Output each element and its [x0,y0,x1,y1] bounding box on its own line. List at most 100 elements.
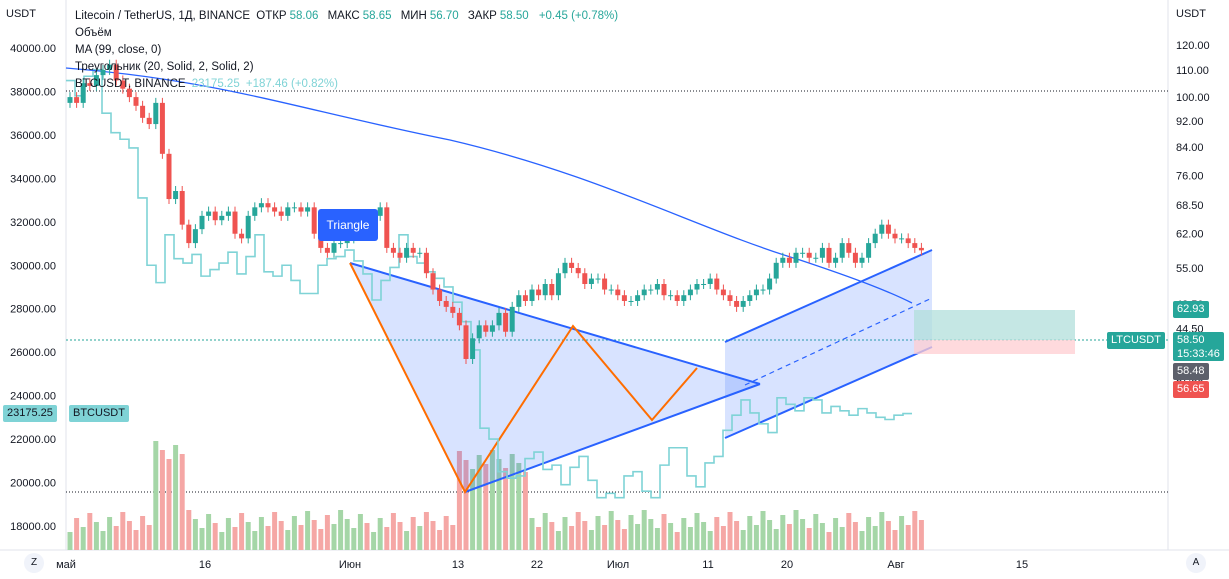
legend-main-series[interactable]: Litecoin / TetherUS, 1Д, BINANCE ОТКР 58.… [75,8,621,25]
candle-body [555,273,561,296]
volume-bar [258,517,264,550]
candle-body [476,325,482,339]
volume-bar [569,526,575,550]
candle-body [100,69,106,76]
volume-bar [371,532,377,550]
auto-scale-left-button[interactable]: Z [24,553,44,573]
candle-body [549,283,555,296]
candle-body [885,224,891,234]
candle-body [516,295,522,307]
volume-bar [602,525,608,550]
volume-bar [285,530,291,550]
volume-bar [522,472,528,550]
left-y-tick-label: 18000.00 [10,521,56,533]
volume-bar [773,529,779,550]
volume-bar [397,522,403,550]
legend-volume[interactable]: Объём [75,27,112,39]
ltc-price-badge: 58.50 15:33:46 [1173,332,1224,361]
volume-bar [701,522,707,550]
candle-body [800,252,806,254]
candle-body [166,153,172,200]
candle-body [417,252,423,254]
volume-bar [423,512,429,550]
volume-bar [800,519,806,550]
volume-bar [549,522,555,550]
volume-bar [443,516,449,550]
candle-body [87,83,93,86]
legend-change: +0.45 (+0.78%) [538,10,619,22]
candle-body [397,252,403,258]
candle-body [569,262,575,268]
volume-bar [272,512,278,550]
volume-bar [80,527,86,550]
volume-bar [747,516,753,550]
ltc-name-badge: LTCUSDT [1107,332,1165,349]
candle-body [582,273,588,284]
candle-body [146,117,152,125]
volume-bar [635,524,641,550]
x-tick-label: май [56,559,76,571]
candle-body [377,207,383,216]
left-axis-unit: USDT [6,8,36,20]
candle-body [707,278,713,284]
legend-ma[interactable]: MA (99, close, 0) [75,44,162,56]
right-y-tick-label: 100.00 [1176,92,1210,104]
legend-btc[interactable]: BTCUSDT, BINANCE 23175.25 +187.46 (+0.82… [75,76,621,93]
legend-open-label: ОТКР [256,10,287,22]
candle-body [410,247,416,253]
candle-body [918,247,924,251]
candle-body [206,211,212,216]
left-y-tick-label: 24000.00 [10,391,56,403]
volume-bar [793,510,799,550]
volume-bar [463,460,469,550]
ltc-price-value: 58.50 [1177,334,1205,346]
candle-body [133,97,139,106]
volume-bar [866,517,872,550]
legend-triangle[interactable]: Треугольник (20, Solid, 2, Solid, 2) [75,61,254,73]
candle-body [668,295,674,297]
volume-bar [344,519,350,550]
volume-bar [140,516,146,550]
left-y-tick-label: 22000.00 [10,434,56,446]
volume-bar [780,515,786,550]
volume-bar [291,516,297,550]
candle-body [641,289,647,296]
channel-mid-line [744,297,933,386]
candle-body [483,325,489,332]
candle-body [588,278,594,284]
left-y-tick-label: 20000.00 [10,478,56,490]
candle-body [701,283,707,285]
volume-bar [87,513,93,550]
legend-high-value: 58.65 [362,10,392,22]
auto-scale-right-button[interactable]: A [1186,553,1206,573]
volume-bar [595,516,601,550]
volume-bar [905,525,911,550]
btc-line-group [66,68,912,499]
right-y-tick-label: 120.00 [1176,40,1210,52]
volume-bar [813,514,819,550]
candle-body [529,289,535,301]
candle-body [463,325,469,359]
volume-bar [674,532,680,550]
left-y-tick-label: 32000.00 [10,217,56,229]
legend-btc-label: BTCUSDT, BINANCE [75,78,186,90]
candle-body [740,300,746,307]
candle-body [239,233,245,239]
volume-bar [483,464,489,550]
legend-btc-change: +187.46 (+0.82%) [245,78,338,90]
volume-bar [588,530,594,550]
left-y-tick-label: 36000.00 [10,130,56,142]
volume-bar [186,510,192,550]
candle-body [833,257,839,263]
right-y-tick-label: 62.00 [1176,229,1204,241]
legend-btc-value: 23175.25 [191,78,240,90]
stop-price-badge: 56.65 [1173,381,1209,398]
candle-body [859,257,865,263]
volume-bar [146,525,152,550]
candle-body [278,211,284,216]
triangle-pattern-label[interactable]: Triangle [318,209,378,241]
candle-body [258,203,264,208]
target-zone [914,310,1075,340]
volume-bar [734,521,740,550]
